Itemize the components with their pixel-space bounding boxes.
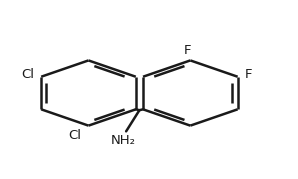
Text: F: F <box>184 44 191 57</box>
Text: Cl: Cl <box>68 129 81 142</box>
Text: F: F <box>245 68 252 81</box>
Text: Cl: Cl <box>21 68 34 81</box>
Text: NH₂: NH₂ <box>111 134 136 147</box>
